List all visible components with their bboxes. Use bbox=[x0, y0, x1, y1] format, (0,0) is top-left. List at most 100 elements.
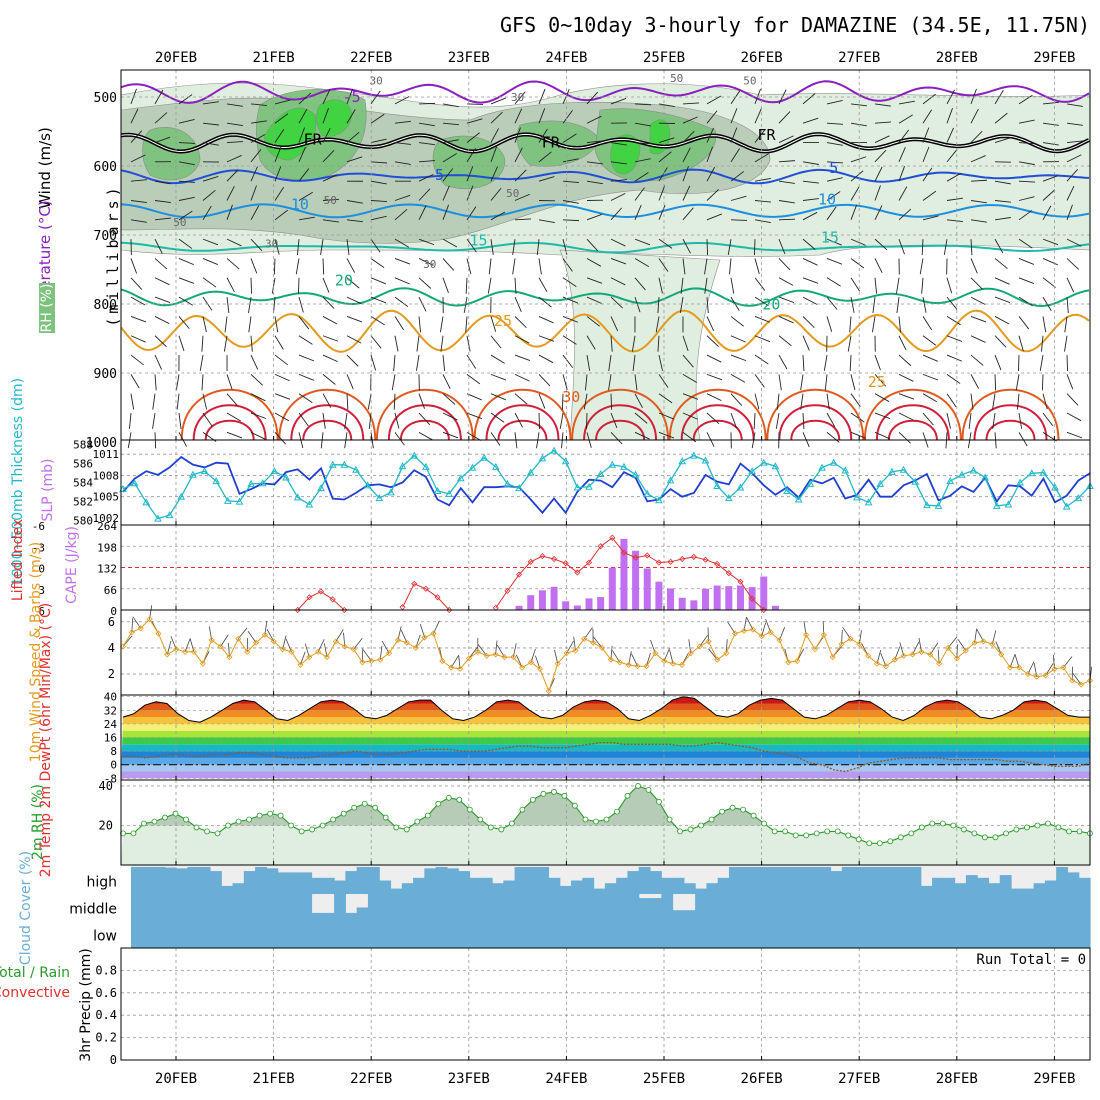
wind-barb bbox=[754, 316, 771, 323]
wind10m-barb bbox=[746, 616, 754, 630]
wind10m-barb bbox=[335, 629, 344, 642]
rh2m-point bbox=[204, 828, 210, 835]
wind-barb bbox=[514, 147, 523, 163]
wind-barb bbox=[994, 238, 1004, 254]
wind10m-point bbox=[829, 654, 836, 661]
wind-barb bbox=[608, 374, 612, 391]
wind-barb bbox=[202, 122, 219, 126]
wind-barb bbox=[826, 122, 843, 125]
cloud-middle-bar bbox=[920, 894, 933, 921]
slp-point bbox=[223, 496, 232, 504]
wind10m-point bbox=[181, 648, 189, 655]
cloud-middle-bar bbox=[796, 894, 809, 921]
wind10m-point bbox=[749, 626, 756, 633]
temp-tick-label: 16 bbox=[104, 732, 117, 745]
rh2m-point bbox=[666, 816, 673, 823]
cloud-middle-bar bbox=[965, 894, 978, 921]
wind-barb bbox=[1042, 316, 1047, 333]
wind10m-point bbox=[607, 656, 614, 663]
wind-barb bbox=[418, 316, 422, 333]
wind-barb bbox=[538, 296, 552, 308]
wind10m-point bbox=[501, 654, 508, 661]
wind-barb bbox=[250, 166, 258, 182]
wind-barb bbox=[874, 205, 883, 221]
temp-contour-40 bbox=[790, 419, 841, 441]
wind-barb bbox=[298, 393, 313, 404]
wind-barb bbox=[682, 116, 698, 124]
wind10m-barb bbox=[929, 642, 939, 655]
wind-barb bbox=[823, 354, 828, 371]
wind-barb bbox=[754, 374, 765, 388]
cloud-middle-bar bbox=[774, 894, 786, 921]
cloud-high-bar bbox=[209, 871, 222, 894]
cloud-high-bar bbox=[424, 868, 437, 894]
wind-barb bbox=[394, 412, 400, 429]
wind-barb bbox=[367, 393, 372, 410]
wind10m-point bbox=[377, 656, 384, 663]
wind10m-point bbox=[173, 646, 180, 653]
cloud-low-bar bbox=[345, 921, 358, 948]
lifted-index-point bbox=[585, 559, 593, 566]
wind10m-barb bbox=[1045, 663, 1054, 676]
wind-barb bbox=[178, 161, 195, 166]
wind-barb bbox=[490, 335, 502, 349]
wind-barb bbox=[922, 335, 937, 346]
wind-barb bbox=[706, 335, 719, 348]
wind10m-point bbox=[661, 657, 668, 665]
wind-barb bbox=[826, 206, 837, 221]
cloud-high-bar bbox=[458, 871, 471, 894]
precip-frame bbox=[120, 947, 1091, 1061]
wind-barb bbox=[730, 373, 746, 383]
wind10m-point bbox=[732, 630, 739, 637]
cloud-low-bar bbox=[593, 921, 606, 948]
cloud-middle-bar bbox=[1044, 894, 1057, 921]
wind-barb bbox=[274, 209, 289, 221]
temp-contour-40 bbox=[985, 419, 1036, 441]
cloud-low-bar bbox=[627, 921, 640, 948]
wind-barb bbox=[466, 374, 481, 385]
wind-barb bbox=[418, 122, 435, 127]
wind-barb bbox=[658, 412, 674, 420]
wind-barb bbox=[704, 277, 708, 294]
wind-barb bbox=[370, 258, 385, 268]
wind-barb bbox=[802, 198, 819, 201]
wind-barb bbox=[850, 374, 856, 391]
cape-bar bbox=[667, 588, 675, 610]
wind-barb bbox=[586, 238, 599, 252]
cloud-low-bar bbox=[288, 921, 301, 948]
cloud-high-bar bbox=[627, 871, 640, 894]
slp-point bbox=[410, 451, 419, 459]
cloud-high-bar bbox=[988, 883, 1001, 894]
wind10m-point bbox=[527, 659, 535, 666]
cloud-middle-bar bbox=[300, 894, 313, 921]
cloud-high-bar bbox=[548, 877, 561, 894]
wind-barb bbox=[393, 355, 396, 372]
slp-point bbox=[212, 477, 221, 485]
wind-barb bbox=[370, 180, 387, 185]
wind-barb bbox=[706, 146, 713, 163]
temp-tick-label: 8 bbox=[110, 745, 117, 758]
rh2m-point bbox=[277, 812, 284, 819]
slp-point bbox=[573, 483, 582, 491]
wind-barb bbox=[874, 354, 881, 371]
contour-label: 25 bbox=[494, 312, 512, 330]
wind-barb bbox=[322, 258, 325, 275]
wind10m-point bbox=[1033, 673, 1040, 680]
slp-point bbox=[189, 470, 197, 478]
wind-barb bbox=[898, 208, 912, 221]
wind-barb bbox=[992, 412, 996, 429]
cloud-middle-bar bbox=[367, 894, 380, 921]
wind-barb bbox=[682, 185, 691, 201]
cloud-high-bar bbox=[954, 883, 967, 894]
cloud-middle-bar bbox=[198, 894, 211, 921]
temp-band bbox=[121, 764, 1090, 772]
temp-contour-40 bbox=[595, 419, 646, 441]
cloud-low-bar bbox=[334, 921, 346, 948]
wind-barb bbox=[130, 200, 147, 204]
cloud-high-bar bbox=[1044, 880, 1057, 894]
wind-barb bbox=[295, 258, 300, 275]
rh2m-point bbox=[298, 828, 305, 835]
wind10m-point bbox=[439, 657, 446, 665]
wind-barb bbox=[128, 412, 132, 429]
wind-barb bbox=[946, 374, 961, 384]
